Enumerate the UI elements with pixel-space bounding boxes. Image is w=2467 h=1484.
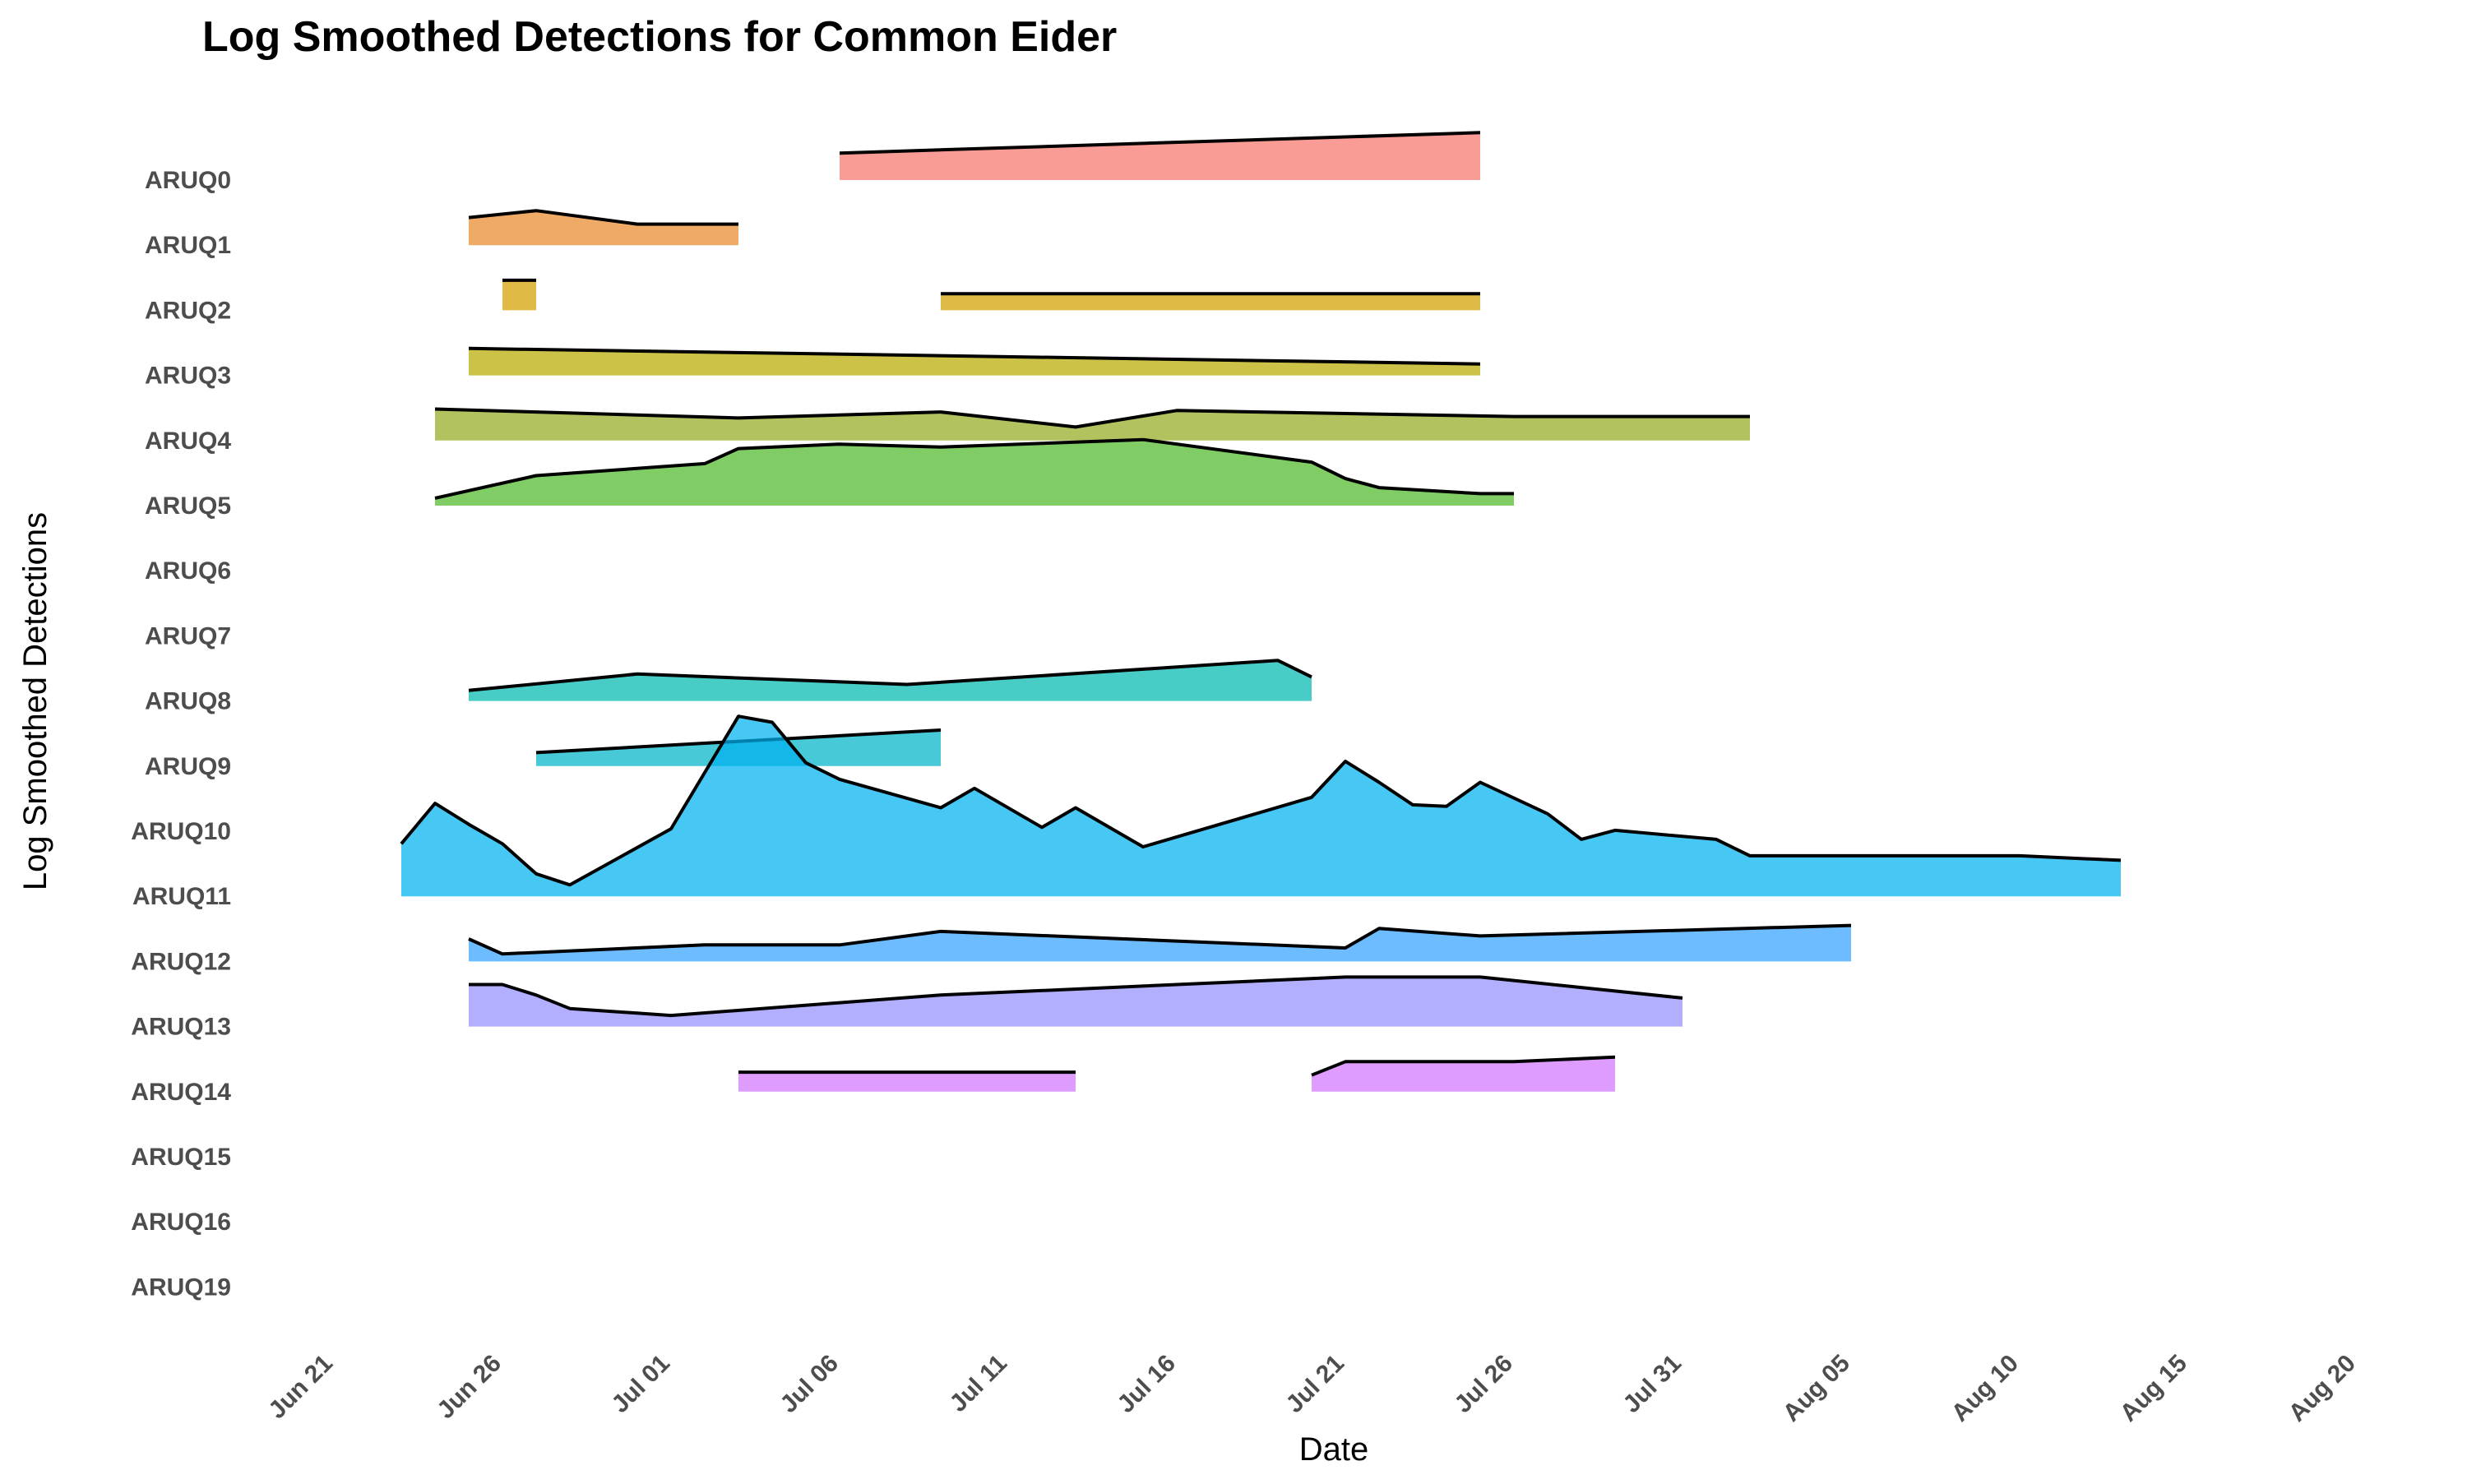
- ridge-layers: [400, 131, 2122, 1092]
- ridge-area-aruq14: [1312, 1056, 1615, 1092]
- ridge-line-aruq8: [468, 659, 1312, 692]
- ridge-area-aruq12: [469, 925, 1851, 962]
- x-tick-label: Jul 01: [606, 1350, 674, 1418]
- y-tick-label: ARUQ4: [145, 428, 231, 455]
- ridge-area-aruq13: [469, 977, 1682, 1027]
- y-axis-tick-labels: ARUQ0 ARUQ1 ARUQ2 ARUQ3 ARUQ4 ARUQ5 ARUQ6 ARUQ7…: [131, 167, 231, 1301]
- y-tick-label: ARUQ5: [145, 492, 231, 520]
- ridge-line-aruq1: [468, 209, 738, 226]
- ridge-line-aruq14: [1311, 1055, 1616, 1077]
- x-tick-label: Jul 21: [1280, 1350, 1349, 1418]
- x-tick-label: Aug 10: [1946, 1350, 2024, 1427]
- ridge-line-aruq3: [468, 346, 1481, 366]
- y-tick-label: ARUQ10: [131, 818, 231, 845]
- y-tick-label: ARUQ19: [131, 1274, 231, 1301]
- ridge-line-aruq0: [839, 131, 1481, 155]
- ridge-line-aruq5: [434, 437, 1514, 500]
- ridge-area-aruq0: [840, 132, 1480, 180]
- y-tick-label: ARUQ8: [145, 688, 231, 715]
- y-tick-label: ARUQ12: [131, 948, 231, 975]
- y-tick-label: ARUQ0: [145, 167, 231, 194]
- ridge-area-aruq3: [469, 348, 1480, 376]
- x-tick-label: Jun 21: [263, 1350, 338, 1425]
- x-tick-label: Jul 11: [945, 1350, 1012, 1417]
- y-tick-label: ARUQ9: [145, 753, 231, 780]
- ridge-line-aruq12: [468, 923, 1852, 956]
- x-tick-label: Aug 15: [2115, 1350, 2192, 1427]
- y-axis-title: Log Smoothed Detections: [17, 512, 53, 890]
- y-tick-label: ARUQ7: [145, 622, 231, 650]
- ridge-area-aruq5: [435, 439, 1514, 506]
- y-tick-label: ARUQ15: [131, 1144, 231, 1171]
- x-axis-tick-labels: Jun 21 Jun 26 Jul 01 Jul 06 Jul 11 Jul 16 Jul …: [263, 1350, 2361, 1427]
- ridge-line-aruq11: [400, 714, 2122, 887]
- chart-title: Log Smoothed Detections for Common Eider: [202, 13, 1117, 61]
- y-tick-label: ARUQ1: [145, 232, 231, 259]
- x-tick-label: Jun 26: [432, 1350, 507, 1425]
- y-tick-label: ARUQ13: [131, 1014, 231, 1041]
- y-tick-label: ARUQ14: [131, 1079, 231, 1106]
- ridge-area-aruq1: [469, 210, 738, 246]
- ridge-area-aruq2: [502, 280, 536, 311]
- y-tick-label: ARUQ16: [131, 1209, 231, 1236]
- x-tick-label: Aug 05: [1778, 1350, 1855, 1427]
- x-tick-label: Jul 06: [775, 1350, 843, 1418]
- x-tick-label: Jul 16: [1112, 1350, 1180, 1418]
- ridge-area-aruq8: [469, 660, 1312, 701]
- y-tick-label: ARUQ6: [145, 557, 231, 585]
- ridge-area-aruq11: [401, 716, 2121, 897]
- ridge-line-aruq4: [434, 407, 1750, 429]
- ridge-area-aruq2: [941, 294, 1480, 311]
- y-tick-label: ARUQ2: [145, 297, 231, 324]
- x-axis-title: Date: [1299, 1431, 1369, 1468]
- y-tick-label: ARUQ3: [145, 363, 231, 390]
- x-tick-label: Aug 20: [2284, 1350, 2361, 1427]
- x-tick-label: Jul 31: [1618, 1350, 1686, 1418]
- ridge-area-aruq14: [738, 1072, 1076, 1092]
- y-tick-label: ARUQ11: [132, 883, 231, 910]
- x-tick-label: Jul 26: [1449, 1350, 1517, 1418]
- ridge-line-aruq13: [469, 975, 1683, 1018]
